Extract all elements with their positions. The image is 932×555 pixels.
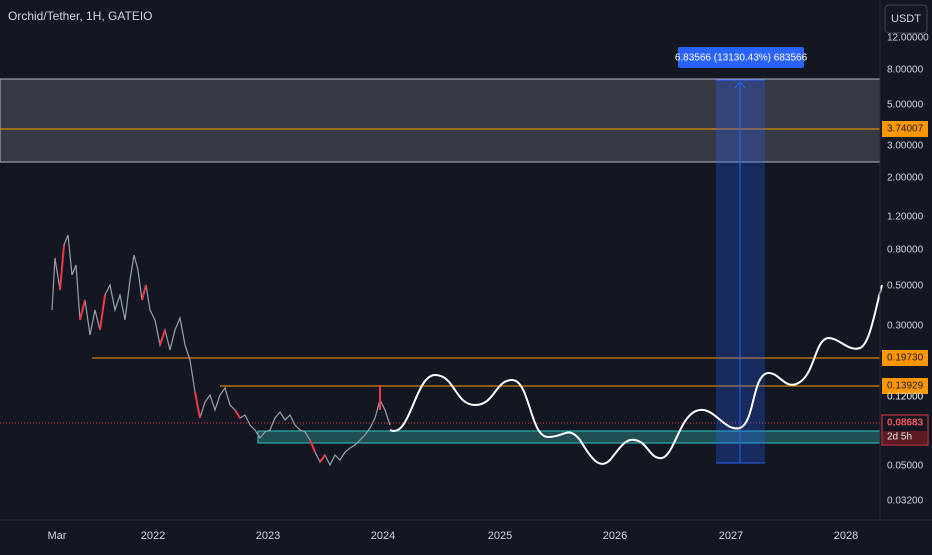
currency-button[interactable] (884, 4, 928, 34)
measure-arrow (734, 81, 746, 89)
countdown: 2d 5h (887, 432, 912, 443)
time-label: 2023 (256, 530, 280, 542)
time-label: 2028 (834, 530, 858, 542)
price-label: 2.00000 (887, 173, 924, 184)
time-label: 2022 (141, 530, 165, 542)
price-tag-box (882, 350, 928, 366)
price-label: 0.05000 (887, 461, 924, 472)
time-axis: Mar 2022 2023 2024 2025 2026 2027 2028 (48, 530, 859, 542)
price-label: 0.03200 (887, 496, 924, 507)
time-label: 2024 (371, 530, 395, 542)
price-label: 5.00000 (887, 100, 924, 111)
price-tag: 0.19730 (887, 353, 924, 364)
price-label: 0.30000 (887, 321, 924, 332)
time-label: 2025 (488, 530, 512, 542)
currency-label[interactable]: USDT (891, 13, 921, 25)
price-tag-box (882, 121, 928, 137)
price-label: 3.00000 (887, 141, 924, 152)
time-label: 2026 (603, 530, 627, 542)
price-tag: 3.74007 (887, 124, 924, 135)
price-tag-box (882, 378, 928, 394)
price-label: 12.00000 (887, 33, 929, 44)
time-label: 2027 (719, 530, 743, 542)
countdown-box (883, 431, 927, 444)
price-label: 1.20000 (887, 212, 924, 223)
measure-label: 6.83566 (13130.43%) 683566 (675, 53, 808, 64)
price-label: 0.12000 (887, 392, 924, 403)
resistance-zone (0, 78, 881, 163)
price-label: 0.80000 (887, 245, 924, 256)
time-label: Mar (48, 530, 67, 542)
price-axis: 12.00000 8.00000 5.00000 3.00000 2.00000 1.20… (887, 33, 929, 507)
projection-path (389, 284, 883, 465)
price-tag: 0.12000 (887, 392, 924, 403)
price-candles (59, 244, 381, 463)
price-tag: 0.13929 (887, 381, 924, 392)
current-price: 0.08683 (887, 418, 924, 429)
price-label: 8.00000 (887, 65, 924, 76)
measure-label-box (678, 47, 804, 68)
price-label: 0.50000 (887, 281, 924, 292)
chart-title: Orchid/Tether, 1H, GATEIO (8, 9, 153, 23)
